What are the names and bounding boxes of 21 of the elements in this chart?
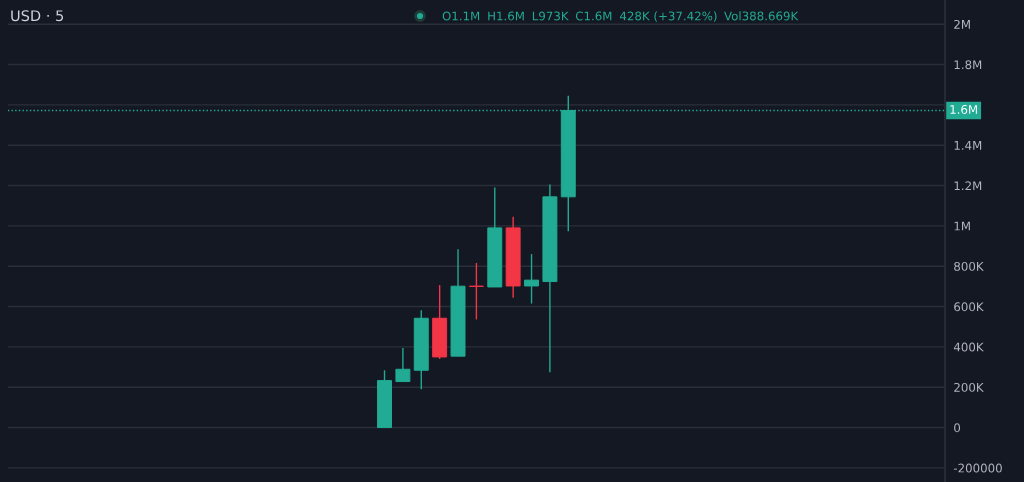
candlestick bbox=[524, 253, 539, 305]
y-tick-label: 1.2M bbox=[954, 181, 982, 191]
y-tick-label: 2M bbox=[954, 19, 970, 29]
annotation: 428K (+37.42%) bbox=[619, 11, 717, 22]
annotation: H1.6M bbox=[488, 11, 524, 21]
annotation: L973K bbox=[532, 11, 569, 21]
y-tick-label: 800K bbox=[954, 261, 984, 271]
text: USD · 5 bbox=[11, 10, 64, 22]
annotation: Vol388.669K bbox=[724, 11, 799, 21]
annotation: O1.1M bbox=[442, 11, 480, 21]
annotation: C1.6M bbox=[575, 11, 612, 21]
y-tick-label: 400K bbox=[953, 342, 984, 352]
candlestick bbox=[395, 347, 411, 383]
ref-line-label: 1.6M bbox=[950, 105, 977, 114]
y-tick-label: 600K bbox=[954, 302, 984, 312]
y-tick-label: -200000 bbox=[953, 463, 1002, 473]
y-tick-label: 200K bbox=[954, 382, 984, 392]
y-tick-label: 0 bbox=[954, 423, 961, 433]
y-tick-label: 1.8M bbox=[954, 60, 982, 70]
y-tick-label: 1.4M bbox=[954, 141, 982, 150]
y-tick-label: 1M bbox=[954, 221, 970, 231]
